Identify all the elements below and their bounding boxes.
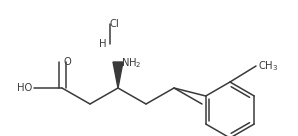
Text: NH$_2$: NH$_2$ bbox=[121, 56, 142, 70]
Text: CH$_3$: CH$_3$ bbox=[258, 59, 279, 73]
Text: Cl: Cl bbox=[110, 19, 120, 29]
Text: O: O bbox=[64, 57, 72, 67]
Text: H: H bbox=[99, 39, 106, 49]
Text: HO: HO bbox=[17, 83, 32, 93]
Polygon shape bbox=[113, 62, 123, 88]
